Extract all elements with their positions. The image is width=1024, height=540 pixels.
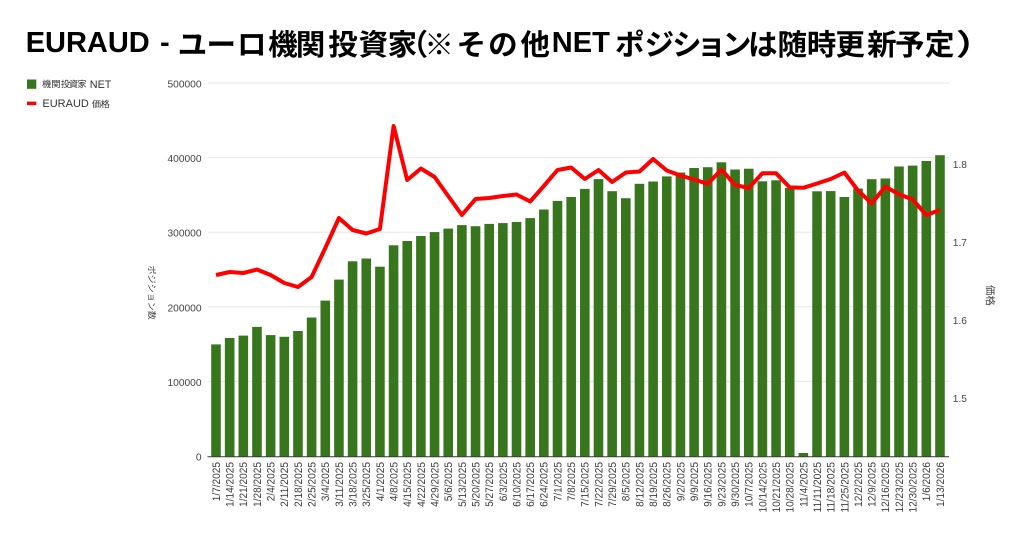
svg-text:8/12/2025: 8/12/2025 (634, 462, 646, 507)
svg-text:NET: NET (90, 79, 112, 91)
svg-text:3/18/2025: 3/18/2025 (348, 462, 360, 507)
svg-text:4/8/2025: 4/8/2025 (389, 462, 401, 501)
svg-text:2/18/2025: 2/18/2025 (293, 462, 305, 507)
svg-text:NET: NET (552, 27, 610, 59)
svg-text:11/4/2025: 11/4/2025 (798, 462, 810, 507)
svg-text:1/14/2025: 1/14/2025 (225, 462, 237, 507)
svg-text:100000: 100000 (168, 378, 202, 389)
svg-text:400000: 400000 (168, 154, 202, 165)
svg-text:1.7: 1.7 (953, 238, 967, 249)
svg-text:7/1/2025: 7/1/2025 (552, 462, 564, 501)
svg-text:200000: 200000 (168, 303, 202, 314)
svg-text:5/20/2025: 5/20/2025 (470, 462, 482, 507)
svg-text:10/21/2025: 10/21/2025 (771, 462, 783, 513)
svg-text:7/22/2025: 7/22/2025 (593, 462, 605, 507)
svg-text:-: - (160, 27, 170, 59)
svg-text:6/3/2025: 6/3/2025 (498, 462, 510, 501)
svg-text:3/4/2025: 3/4/2025 (320, 462, 332, 501)
svg-text:5/27/2025: 5/27/2025 (484, 462, 496, 507)
svg-text:EURAUD: EURAUD (42, 98, 89, 110)
svg-text:4/22/2025: 4/22/2025 (416, 462, 428, 507)
svg-text:1/7/2025: 1/7/2025 (211, 462, 223, 501)
svg-text:7/29/2025: 7/29/2025 (607, 462, 619, 507)
svg-text:1/28/2025: 1/28/2025 (252, 462, 264, 507)
svg-text:2/25/2025: 2/25/2025 (307, 462, 319, 507)
svg-text:9/2/2025: 9/2/2025 (675, 462, 687, 501)
svg-text:9/23/2025: 9/23/2025 (716, 462, 728, 507)
svg-text:8/26/2025: 8/26/2025 (662, 462, 674, 507)
svg-text:1/21/2025: 1/21/2025 (238, 462, 250, 507)
svg-text:9/30/2025: 9/30/2025 (730, 462, 742, 507)
svg-text:5/13/2025: 5/13/2025 (457, 462, 469, 507)
svg-text:11/11/2025: 11/11/2025 (812, 462, 824, 513)
svg-text:EURAUD: EURAUD (26, 27, 150, 59)
svg-text:500000: 500000 (168, 80, 202, 91)
svg-text:9/9/2025: 9/9/2025 (689, 462, 701, 501)
svg-text:2/11/2025: 2/11/2025 (279, 462, 291, 507)
svg-text:8/5/2025: 8/5/2025 (621, 462, 633, 501)
svg-text:12/2/2025: 12/2/2025 (853, 462, 865, 507)
svg-text:6/24/2025: 6/24/2025 (539, 462, 551, 507)
svg-text:9/16/2025: 9/16/2025 (703, 462, 715, 507)
svg-text:3/25/2025: 3/25/2025 (361, 462, 373, 507)
svg-text:10/28/2025: 10/28/2025 (785, 462, 797, 513)
svg-text:0: 0 (196, 453, 202, 464)
svg-text:12/30/2025: 12/30/2025 (908, 462, 920, 513)
svg-text:10/7/2025: 10/7/2025 (744, 462, 756, 507)
svg-text:1/13/2026: 1/13/2026 (935, 462, 947, 507)
svg-text:7/8/2025: 7/8/2025 (566, 462, 578, 501)
svg-text:3/11/2025: 3/11/2025 (334, 462, 346, 507)
svg-text:1.6: 1.6 (953, 316, 967, 327)
svg-text:300000: 300000 (168, 229, 202, 240)
svg-text:6/10/2025: 6/10/2025 (511, 462, 523, 507)
svg-text:4/29/2025: 4/29/2025 (430, 462, 442, 507)
svg-text:1.5: 1.5 (953, 394, 967, 405)
svg-text:4/15/2025: 4/15/2025 (402, 462, 414, 507)
svg-text:5/6/2025: 5/6/2025 (443, 462, 455, 501)
svg-text:12/9/2025: 12/9/2025 (867, 462, 879, 507)
svg-text:7/15/2025: 7/15/2025 (580, 462, 592, 507)
svg-text:1/6/2026: 1/6/2026 (921, 462, 933, 501)
svg-text:12/16/2025: 12/16/2025 (880, 462, 892, 513)
svg-text:6/17/2025: 6/17/2025 (525, 462, 537, 507)
svg-text:4/1/2025: 4/1/2025 (375, 462, 387, 501)
svg-text:10/14/2025: 10/14/2025 (757, 462, 769, 513)
svg-text:11/18/2025: 11/18/2025 (826, 462, 838, 513)
svg-text:8/19/2025: 8/19/2025 (648, 462, 660, 507)
svg-text:12/23/2025: 12/23/2025 (894, 462, 906, 513)
svg-text:1.8: 1.8 (953, 160, 967, 171)
svg-text:2/4/2025: 2/4/2025 (266, 462, 278, 501)
svg-text:11/25/2025: 11/25/2025 (839, 462, 851, 513)
